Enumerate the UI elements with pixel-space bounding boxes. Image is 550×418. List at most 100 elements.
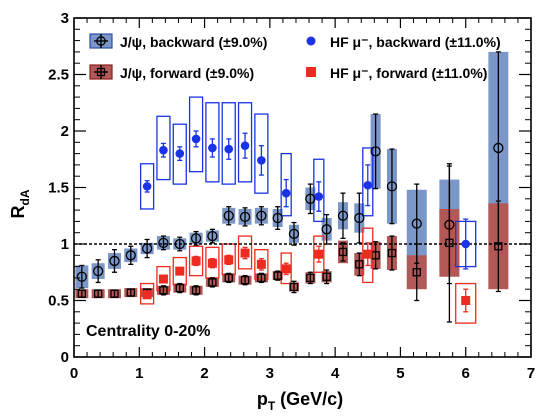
hf-backward-sys-box: [313, 158, 325, 223]
jpsi-backward-point: [109, 255, 120, 267]
jpsi-forward-point: [355, 260, 364, 269]
y-tick-label: 0.5: [48, 293, 69, 310]
x-tick-label: 7: [527, 365, 535, 382]
jpsi-backward-point: [354, 212, 365, 224]
y-tick-label: 1.5: [48, 180, 69, 197]
x-tick-label: 4: [331, 365, 340, 382]
jpsi-forward-point: [387, 248, 397, 258]
centrality-annotation: Centrality 0-20%: [86, 323, 211, 340]
hf-backward-point: [224, 144, 234, 154]
hf-backward-sys-box: [139, 163, 155, 210]
hf-forward-point: [158, 274, 168, 284]
legend-hf-forward-marker: [306, 67, 316, 77]
hf-backward-point: [363, 180, 373, 190]
hf-forward-sys-box: [237, 235, 253, 270]
hf-backward-point: [240, 141, 250, 150]
jpsi-backward-point: [386, 181, 398, 192]
hf-forward-point: [175, 266, 185, 276]
legend-hf-backward-marker: [306, 36, 316, 46]
x-tick-label: 3: [266, 365, 274, 382]
legend-jpsi-forward-label: J/ψ, forward (±9.0%): [120, 65, 254, 81]
jpsi-forward-point: [94, 289, 103, 298]
legend-jpsi-backward-label: J/ψ, backward (±9.0%): [120, 34, 267, 50]
jpsi-backward-point: [493, 142, 504, 154]
jpsi-backward-point: [125, 250, 136, 261]
hf-forward-sys-box: [280, 252, 292, 285]
jpsi-forward-point: [77, 289, 86, 298]
hf-forward-sys-box: [139, 282, 155, 305]
jpsi-forward-point: [208, 278, 217, 287]
jpsi-forward-point: [240, 276, 250, 285]
jpsi-forward-point: [224, 273, 233, 283]
jpsi-backward-point: [93, 265, 104, 277]
hf-backward-sys-box: [237, 102, 253, 183]
x-tick-label: 5: [396, 365, 404, 382]
y-tick-label: 3: [61, 10, 69, 27]
jpsi-backward-point: [223, 210, 234, 221]
hf-forward-point: [224, 255, 234, 265]
jpsi-forward-point: [445, 238, 454, 248]
x-tick-label: 0: [70, 365, 78, 382]
jpsi-forward-point: [306, 273, 315, 283]
jpsi-backward-point: [288, 228, 300, 239]
jpsi-backward-point: [207, 230, 218, 242]
hf-backward-point: [175, 149, 185, 158]
legend: J/ψ, backward (±9.0%) J/ψ, forward (±9.0…: [89, 33, 501, 81]
x-tick-label: 6: [462, 365, 470, 382]
jpsi-forward-point: [494, 242, 503, 251]
jpsi-forward-point: [126, 288, 135, 297]
hf-forward-point: [207, 258, 217, 268]
legend-jpsi-forward-swatch: [89, 64, 113, 80]
y-axis-title: RdA: [8, 189, 32, 218]
jpsi-backward-point: [337, 210, 349, 221]
hf-forward-point: [461, 296, 471, 305]
hf-backward-sys-box: [156, 115, 171, 181]
y-tick-label: 0: [61, 349, 69, 366]
jpsi-backward-point: [272, 212, 283, 224]
x-axis-title-main: p: [257, 389, 268, 409]
jpsi-forward-point: [110, 289, 119, 298]
hf-backward-sys-box: [172, 123, 187, 185]
jpsi-backward-point: [141, 243, 153, 254]
legend-hf-forward-label: HF μ⁻, forward (±11.0%): [330, 65, 487, 81]
y-axis-title-sub: dA: [18, 189, 32, 205]
y-tick-label: 2: [61, 123, 69, 140]
y-tick-label: 2.5: [48, 67, 69, 84]
hf-forward-point: [240, 248, 250, 258]
jpsi-forward-point: [175, 283, 184, 293]
hf-backward-sys-box: [254, 113, 269, 194]
hf-backward-point: [142, 182, 152, 191]
jpsi-forward-point: [159, 286, 168, 295]
hf-forward-point: [314, 249, 324, 259]
hf-backward-sys-box: [221, 102, 236, 185]
hf-forward-sys-box: [455, 282, 477, 324]
y-tick-label: 1: [61, 236, 69, 253]
hf-forward-point: [363, 249, 373, 259]
hf-backward-point: [281, 188, 291, 198]
jpsi-backward-point: [411, 218, 422, 229]
x-tick-label: 2: [200, 365, 208, 382]
jpsi-backward-point: [190, 233, 202, 244]
x-axis-title-sub: T: [268, 399, 276, 413]
jpsi-forward-point: [191, 286, 201, 295]
hf-backward-sys-box: [362, 147, 374, 217]
y-axis-title-main: R: [8, 206, 28, 219]
hf-backward-sys-box: [280, 152, 292, 217]
jpsi-forward-point: [289, 282, 299, 292]
jpsi-backward-point: [305, 193, 316, 204]
jpsi-backward-point: [174, 238, 185, 250]
hf-backward-point: [159, 145, 168, 155]
hf-backward-point: [314, 192, 324, 201]
hf-forward-sys-box: [188, 245, 204, 277]
hf-backward-point: [208, 143, 217, 153]
hf-forward-sys-box: [362, 227, 374, 284]
hf-backward-point: [191, 134, 201, 144]
hf-backward-sys-box: [205, 102, 220, 183]
jpsi-forward-point: [273, 271, 282, 280]
hf-forward-point: [256, 259, 266, 269]
jpsi-backward-point: [444, 219, 455, 230]
jpsi-forward-point: [338, 247, 348, 257]
hf-backward-sys-box: [188, 96, 204, 173]
x-axis-title-unit: (GeV/c): [275, 389, 343, 409]
